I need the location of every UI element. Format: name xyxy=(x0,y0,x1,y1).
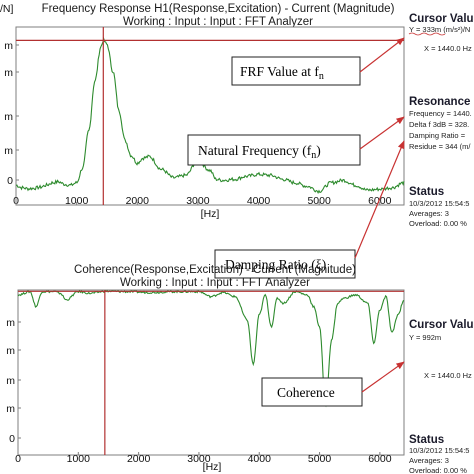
frf-cursor-heading: Cursor Valu xyxy=(409,13,474,25)
frf-value-callout: FRF Value at fn xyxy=(231,37,405,86)
frf-y-tick-label: 0 xyxy=(7,175,13,187)
resonance-frequency: Frequency = 1440. xyxy=(409,109,472,118)
frf-x-ticks: 0 1000 2000 3000 4000 5000 6000 xyxy=(13,195,392,207)
natural-frequency-callout: Natural Frequency (fn) xyxy=(187,116,405,166)
coherence-status-heading: Status xyxy=(409,434,444,446)
damping-ratio-box xyxy=(214,249,356,279)
coherence-callout: Coherence xyxy=(261,361,405,407)
frf-status-averages: Averages: 3 xyxy=(409,209,449,218)
frf-x-tick-label: 2000 xyxy=(126,195,150,207)
coherence-status-overload: Overload: 0.00 % xyxy=(409,466,467,474)
coherence-title: Coherence(Response,Excitation) - Current… xyxy=(74,264,356,276)
frf-status-overload: Overload: 0.00 % xyxy=(409,219,467,228)
frf-cursor-y: Y = 333m (m/s²)/N xyxy=(409,25,470,34)
frf-subtitle: Working : Input : Input : FFT Analyzer xyxy=(123,16,313,28)
frf-y-tick-label: m xyxy=(4,40,13,52)
frf-cursor-readout: Cursor Valu Y = 333m (m/s²)/N X = 1440.0… xyxy=(408,13,474,53)
coh-x-tick-label: 3000 xyxy=(187,453,211,465)
coh-x-tick-label: 5000 xyxy=(308,453,332,465)
coherence-xlabel: [Hz] xyxy=(203,461,222,473)
coh-x-tick-label: 4000 xyxy=(248,453,272,465)
coherence-subtitle: Working : Input : Input : FFT Analyzer xyxy=(120,277,310,289)
frf-cursor-underline xyxy=(408,32,446,36)
damping-ratio-text: Damping Ratio (ξ) xyxy=(225,257,326,272)
resonance-heading: Resonance xyxy=(409,96,470,108)
frf-panel: Frequency Response H1(Response,Excitatio… xyxy=(0,3,474,279)
frf-y-tick-label: m xyxy=(4,67,13,79)
natural-frequency-box xyxy=(187,134,361,166)
coh-y-tick-label: m xyxy=(6,403,15,415)
coh-y-tick-label: 0 xyxy=(9,433,15,445)
coherence-status-readout: Status 10/3/2012 15:54:5 Averages: 3 Ove… xyxy=(409,434,469,474)
frf-x-tick-label: 1000 xyxy=(65,195,89,207)
resonance-residue: Residue = 344 (m/ xyxy=(409,142,471,151)
coherence-cursor-y: Y = 992m xyxy=(409,333,441,342)
coherence-status-date: 10/3/2012 15:54:5 xyxy=(409,446,469,455)
coherence-panel: Coherence(Response,Excitation) - Current… xyxy=(6,264,473,474)
frf-cursor-x: X = 1440.0 Hz xyxy=(424,44,472,53)
frf-title: Frequency Response H1(Response,Excitatio… xyxy=(42,3,395,15)
frf-plot-frame xyxy=(15,26,405,206)
coh-x-tick-label: 1000 xyxy=(67,453,91,465)
frf-value-arrow xyxy=(359,37,405,73)
natural-frequency-arrow xyxy=(359,116,405,150)
coh-x-tick-label: 6000 xyxy=(368,453,392,465)
frf-value-box xyxy=(231,56,361,86)
frf-y-tick-label: m xyxy=(4,111,13,123)
coherence-arrow xyxy=(361,361,405,393)
coh-x-tick-label: 0 xyxy=(15,453,21,465)
frf-x-tick-label: 6000 xyxy=(368,195,392,207)
frf-status-readout: Status 10/3/2012 15:54:5 Averages: 3 Ove… xyxy=(409,186,469,228)
frf-x-tick-label: 4000 xyxy=(247,195,271,207)
resonance-delta-f: Delta f 3dB = 328. xyxy=(409,120,469,129)
frf-x-tick-label: 5000 xyxy=(307,195,331,207)
coh-x-tick-label: 2000 xyxy=(127,453,151,465)
coherence-plot-frame xyxy=(17,289,405,456)
coh-y-tick-label: m xyxy=(6,345,15,357)
frf-x-tick-label: 3000 xyxy=(186,195,210,207)
frf-series-line xyxy=(15,36,405,195)
frf-xlabel: [Hz] xyxy=(201,208,220,220)
frf-x-tick-label: 0 xyxy=(13,195,19,207)
coherence-cursor-heading: Cursor Valu xyxy=(409,319,474,331)
natural-frequency-text: Natural Frequency (fn) xyxy=(198,143,321,161)
frf-y-ticks: m m m m 0 xyxy=(4,40,19,187)
coherence-cursor-readout: Cursor Valu Y = 992m X = 1440.0 Hz xyxy=(409,319,474,380)
coherence-y-ticks: m m m m 0 xyxy=(6,317,21,445)
coh-y-tick-label: m xyxy=(6,317,15,329)
coherence-x-ticks: 0 1000 2000 3000 4000 5000 6000 xyxy=(15,452,392,465)
coherence-status-averages: Averages: 3 xyxy=(409,456,449,465)
coherence-box xyxy=(261,377,363,407)
damping-ratio-arrow xyxy=(354,140,405,259)
coherence-cursor-x: X = 1440.0 Hz xyxy=(424,371,472,380)
coherence-callout-text: Coherence xyxy=(277,385,335,400)
damping-ratio-callout: Damping Ratio (ξ) xyxy=(214,140,405,279)
frf-ylabel-fragment: /N] xyxy=(0,3,14,15)
resonance-damping: Damping Ratio = xyxy=(409,131,466,140)
frf-y-tick-label: m xyxy=(4,145,13,157)
frf-status-heading: Status xyxy=(409,186,444,198)
coh-y-tick-label: m xyxy=(6,375,15,387)
frf-value-text: FRF Value at fn xyxy=(240,64,324,82)
coherence-series-line xyxy=(17,289,405,408)
frf-resonance-readout: Resonance Frequency = 1440. Delta f 3dB … xyxy=(409,96,472,151)
frf-status-date: 10/3/2012 15:54:5 xyxy=(409,199,469,208)
